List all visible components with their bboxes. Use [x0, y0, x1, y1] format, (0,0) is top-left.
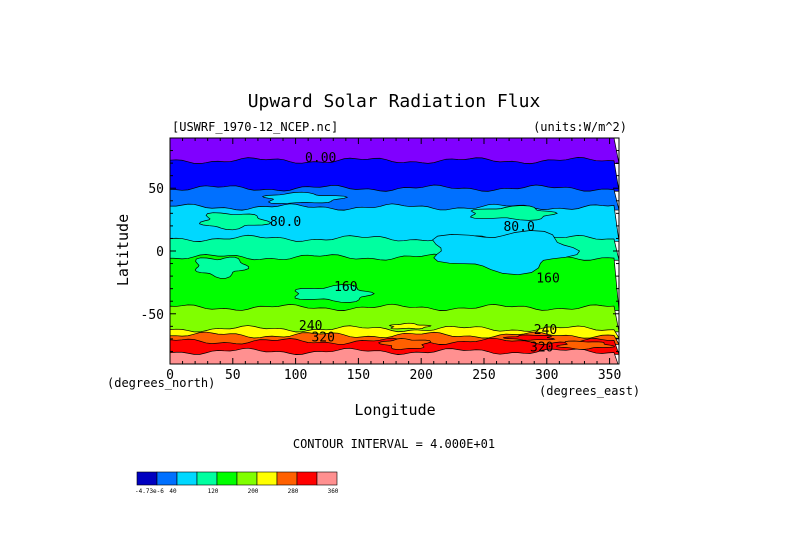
units-label: (units:W/m^2): [533, 120, 627, 134]
zonal-band: [170, 157, 619, 192]
contour-patch: [377, 338, 432, 350]
contour-label: 80.0: [503, 220, 534, 235]
x-tick-label: 50: [225, 368, 241, 383]
y-tick-label: -50: [141, 308, 164, 323]
contour-patch: [469, 205, 558, 221]
contour-label: 320: [530, 340, 553, 355]
x-units-label: (degrees_east): [539, 384, 640, 398]
x-tick-label: 250: [472, 368, 495, 383]
contour-label: 0.00: [305, 151, 336, 166]
x-tick-label: 100: [284, 368, 307, 383]
contour-patch: [388, 322, 432, 330]
chart-title: Upward Solar Radiation Flux: [248, 91, 541, 112]
colorbar-swatch: [156, 471, 178, 486]
zonal-band: [170, 347, 619, 364]
colorbar-swatch: [316, 471, 338, 486]
x-tick-label: 200: [409, 368, 432, 383]
heatmap-plot-area: [170, 138, 619, 364]
colorbar-swatch: [196, 471, 218, 486]
contour-patch: [294, 284, 375, 303]
x-axis-label: Longitude: [354, 401, 435, 419]
contour-label: 240: [299, 319, 322, 334]
x-tick-label: 150: [347, 368, 370, 383]
colorbar-swatch: [216, 471, 238, 486]
y-units-label: (degrees_north): [107, 376, 215, 390]
contour-patch: [432, 230, 581, 276]
y-tick-label: 50: [148, 182, 164, 197]
colorbar-swatch: [236, 471, 258, 486]
contour-patch: [556, 340, 615, 350]
colorbar-tick-label: 120: [208, 488, 219, 495]
y-tick-label: 0: [156, 245, 164, 260]
colorbar: -4.73e-6 40 120 200 280 360: [135, 471, 339, 495]
colorbar-tick-label: -4.73e-6: [135, 488, 164, 495]
colorbar-swatch: [256, 471, 278, 486]
contour-label: 80.0: [270, 215, 301, 230]
colorbar-tick-label: 360: [328, 488, 339, 495]
x-tick-label: 300: [535, 368, 558, 383]
colorbar-swatch: [276, 471, 298, 486]
contour-patch: [194, 256, 250, 279]
zonal-band: [170, 303, 619, 333]
zonal-band: [170, 138, 619, 164]
x-tick-label: 350: [598, 368, 621, 383]
contour-patch: [502, 334, 556, 341]
x-tick-label: 0: [166, 368, 174, 383]
colorbar-swatch: [296, 471, 318, 486]
contour-label: 240: [534, 323, 557, 338]
contour-interval-text: CONTOUR INTERVAL = 4.000E+01: [293, 437, 495, 451]
colorbar-swatch: [136, 471, 158, 486]
y-axis-label: Latitude: [114, 214, 132, 286]
contour-patch: [261, 191, 349, 204]
axes: 0 50 100 150 200 250 300 350 -50 0 50: [141, 137, 621, 383]
colorbar-tick-label: 280: [288, 488, 299, 495]
contour-patch: [199, 212, 272, 231]
dataset-filename: [USWRF_1970-12_NCEP.nc]: [172, 120, 338, 134]
contour-label: 320: [311, 330, 334, 345]
colorbar-tick-label: 40: [169, 488, 177, 495]
contour-label: 160: [536, 271, 559, 286]
colorbar-tick-label: 200: [248, 488, 259, 495]
contour-label: 160: [334, 280, 357, 295]
colorbar-swatch: [176, 471, 198, 486]
